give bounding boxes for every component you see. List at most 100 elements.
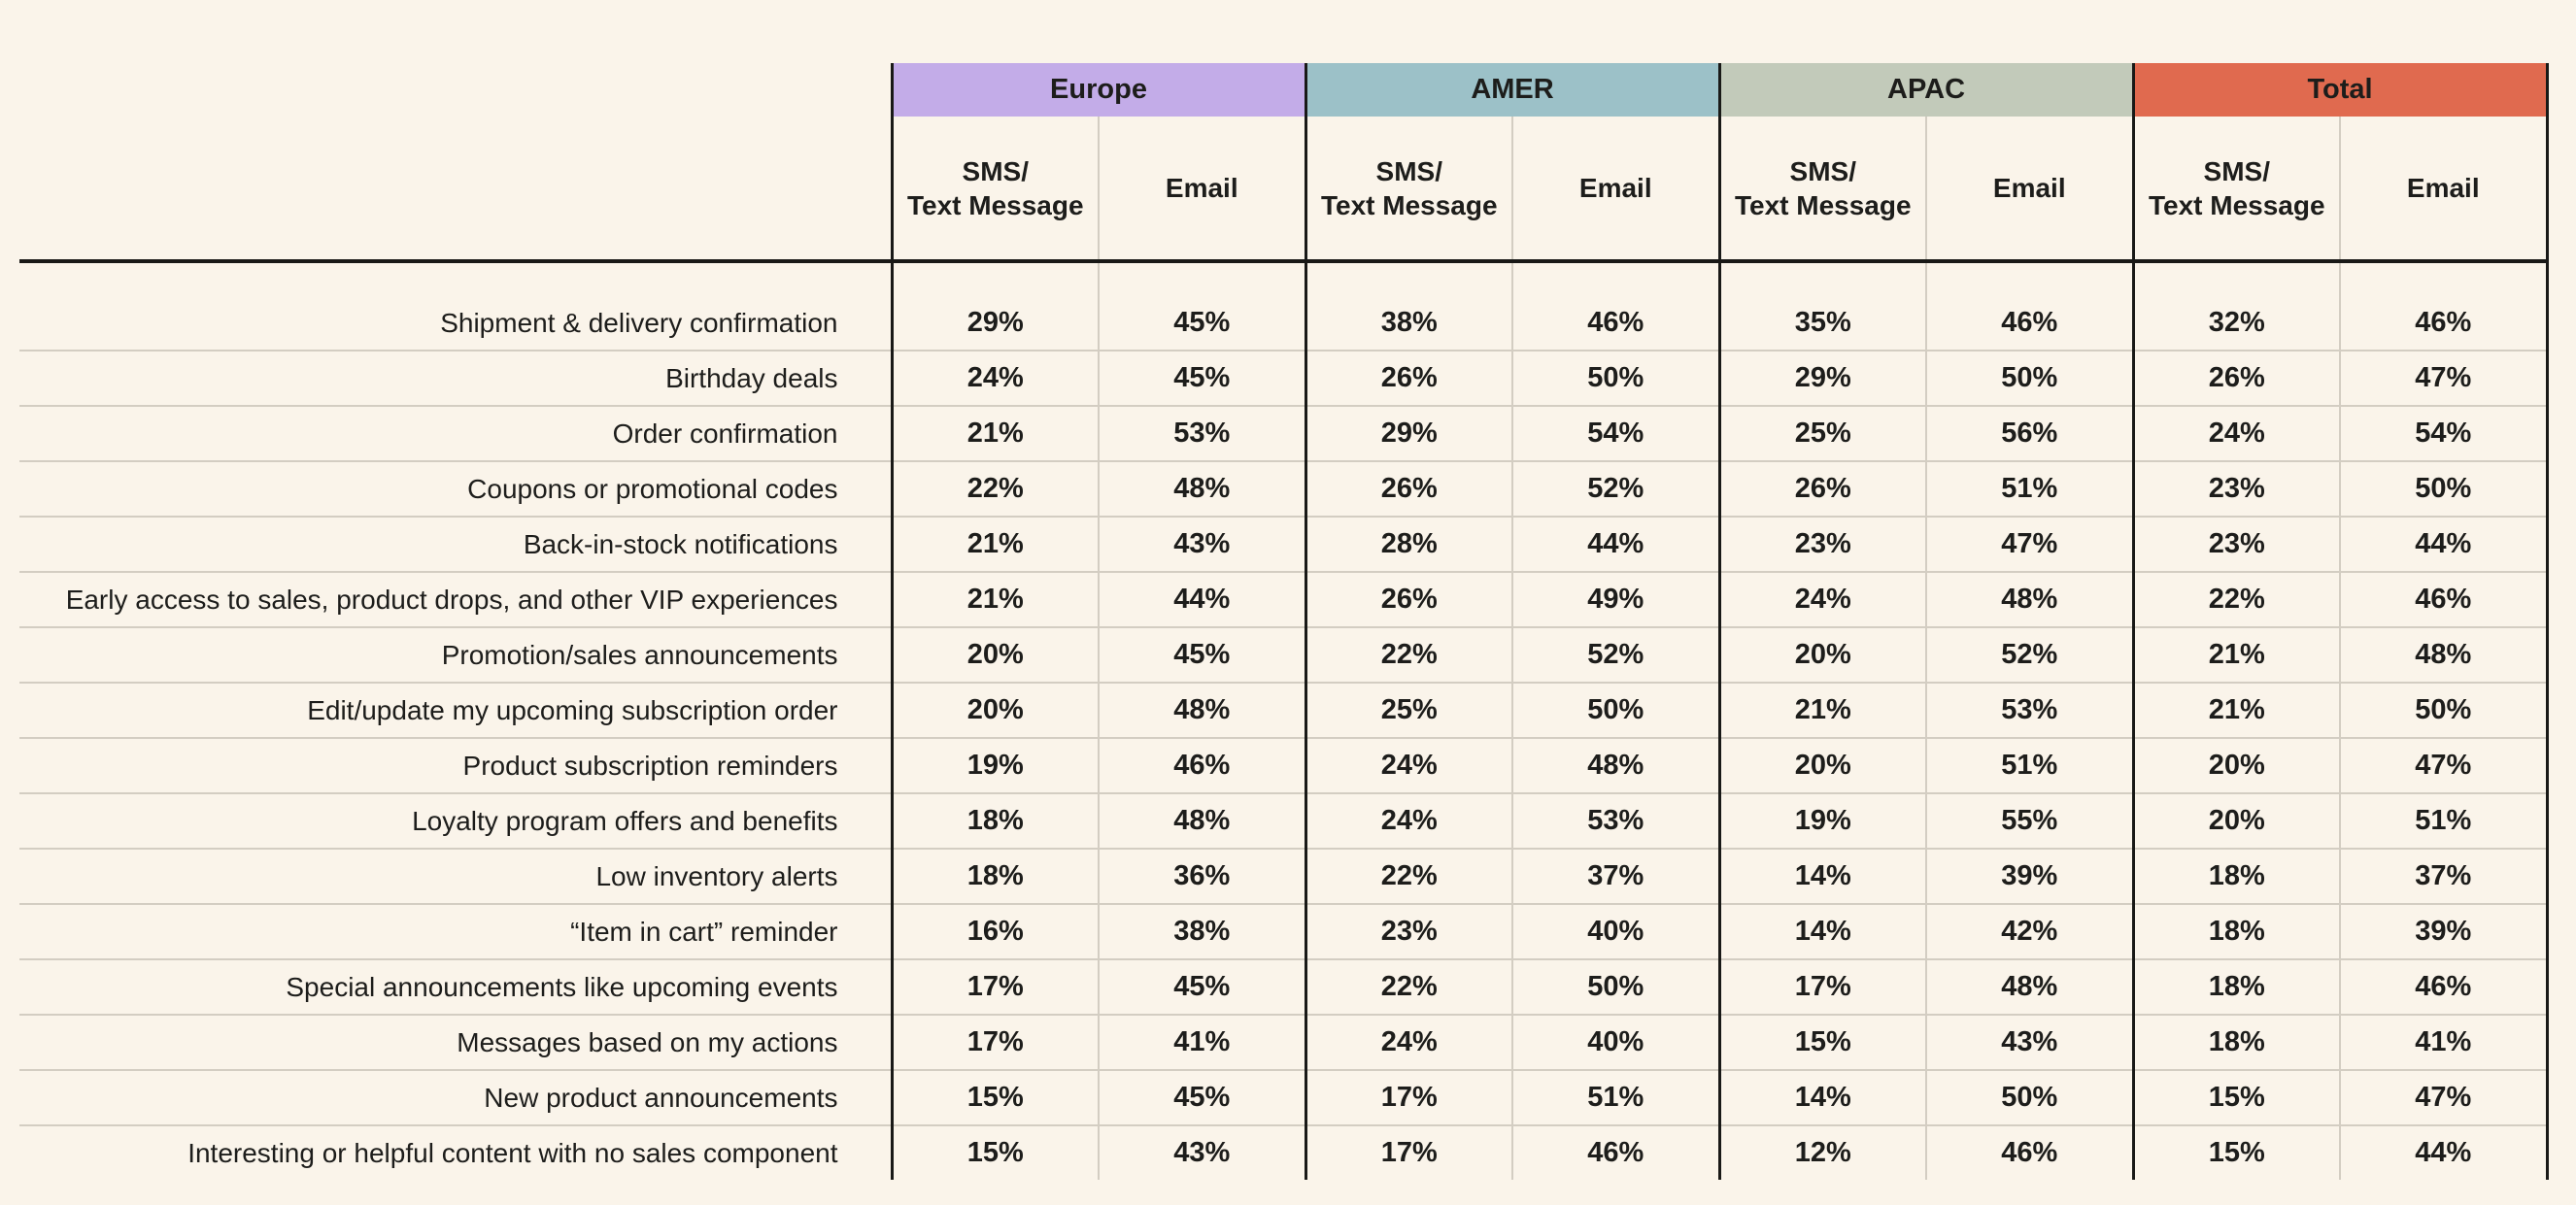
value-cell-europe-sms: 18%	[890, 792, 1099, 849]
value-cell-apac-sms: 23%	[1717, 516, 1927, 572]
value-cell-total-email: 39%	[2339, 903, 2549, 959]
divider-cell	[1717, 259, 1927, 296]
value-cell-amer-sms: 22%	[1304, 958, 1512, 1015]
row-label: “Item in cart” reminder	[19, 903, 892, 959]
divider-cell	[2131, 259, 2341, 296]
value-cell-amer-sms: 29%	[1304, 405, 1512, 461]
value-cell-amer-email: 50%	[1510, 958, 1720, 1015]
value-cell-total-email: 47%	[2339, 737, 2549, 793]
value-cell-amer-sms: 17%	[1304, 1124, 1512, 1180]
value-cell-amer-email: 50%	[1510, 682, 1720, 738]
value-cell-apac-email: 51%	[1925, 737, 2134, 793]
group-header-apac: APAC	[1717, 63, 2134, 117]
value-cell-amer-email: 49%	[1510, 571, 1720, 627]
value-cell-europe-sms: 21%	[890, 516, 1099, 572]
table-row: “Item in cart” reminder 16% 38% 23% 40% …	[19, 903, 2549, 959]
value-cell-europe-email: 46%	[1098, 737, 1305, 793]
group-header-total: Total	[2131, 63, 2549, 117]
table-row: Coupons or promotional codes 22% 48% 26%…	[19, 460, 2549, 517]
value-cell-total-sms: 32%	[2131, 296, 2341, 351]
value-cell-apac-email: 46%	[1925, 1124, 2134, 1180]
value-cell-europe-sms: 17%	[890, 1014, 1099, 1070]
value-cell-apac-sms: 14%	[1717, 903, 1927, 959]
row-label: Special announcements like upcoming even…	[19, 958, 892, 1015]
value-cell-total-sms: 15%	[2131, 1069, 2341, 1125]
value-cell-amer-sms: 26%	[1304, 460, 1512, 517]
value-cell-apac-sms: 15%	[1717, 1014, 1927, 1070]
value-cell-europe-email: 48%	[1098, 792, 1305, 849]
value-cell-total-email: 41%	[2339, 1014, 2549, 1070]
row-label: Early access to sales, product drops, an…	[19, 571, 892, 627]
row-label: Shipment & delivery confirmation	[440, 307, 838, 338]
value-cell-europe-sms: 29%	[890, 296, 1099, 351]
value-cell-apac-sms: 19%	[1717, 792, 1927, 849]
value-cell-amer-sms: 26%	[1304, 350, 1512, 406]
value-cell-europe-email: 45%	[1098, 350, 1305, 406]
subheader-email-amer: Email	[1510, 117, 1720, 261]
table-row: Back-in-stock notifications 21% 43% 28% …	[19, 516, 2549, 572]
value-cell-total-sms: 18%	[2131, 1014, 2341, 1070]
value-cell-apac-sms: 21%	[1717, 682, 1927, 738]
value-cell-total-sms: 22%	[2131, 571, 2341, 627]
value-cell-amer-email: 50%	[1510, 350, 1720, 406]
value-cell-total-sms: 23%	[2131, 460, 2341, 517]
row-label: Back-in-stock notifications	[19, 516, 892, 572]
subheader-email-total: Email	[2339, 117, 2549, 261]
value-cell-europe-sms: 19%	[890, 737, 1099, 793]
value-cell-europe-sms: 15%	[890, 1069, 1099, 1125]
row-label: New product announcements	[19, 1069, 892, 1125]
row-label: Order confirmation	[19, 405, 892, 461]
subheader-email-europe: Email	[1098, 117, 1305, 261]
value-cell-apac-sms: 26%	[1717, 460, 1927, 517]
value-cell-amer-email: 46%	[1510, 1124, 1720, 1180]
value-cell-amer-sms: 24%	[1304, 1014, 1512, 1070]
subheader-sms-amer: SMS/ Text Message	[1304, 117, 1512, 261]
value-cell-europe-email: 43%	[1098, 1124, 1305, 1180]
page: Europe AMER APAC Total SMS/ Text Message…	[0, 63, 2576, 1205]
value-cell-total-email: 48%	[2339, 626, 2549, 683]
value-cell-amer-email: 40%	[1510, 903, 1720, 959]
value-cell-europe-sms: 21%	[890, 571, 1099, 627]
value-cell-amer-sms: 25%	[1304, 682, 1512, 738]
table-row: Early access to sales, product drops, an…	[19, 571, 2549, 627]
value-cell-europe-sms: 20%	[890, 626, 1099, 683]
row-label: Interesting or helpful content with no s…	[19, 1124, 892, 1180]
value-cell-europe-sms: 18%	[890, 848, 1099, 904]
value-cell-apac-email: 50%	[1925, 350, 2134, 406]
value-cell-amer-email: 37%	[1510, 848, 1720, 904]
divider-cell	[1510, 259, 1720, 296]
value-cell-apac-email: 43%	[1925, 1014, 2134, 1070]
value-cell-amer-email: 46%	[1510, 296, 1720, 351]
divider-cell	[1925, 259, 2134, 296]
value-cell-europe-sms: 21%	[890, 405, 1099, 461]
value-cell-amer-sms: 38%	[1304, 296, 1512, 351]
value-cell-total-email: 44%	[2339, 1124, 2549, 1180]
value-cell-total-sms: 20%	[2131, 792, 2341, 849]
table-row: Messages based on my actions 17% 41% 24%…	[19, 1014, 2549, 1070]
value-cell-amer-email: 53%	[1510, 792, 1720, 849]
value-cell-europe-email: 45%	[1098, 626, 1305, 683]
value-cell-europe-email: 45%	[1098, 1069, 1305, 1125]
table-row: Low inventory alerts 18% 36% 22% 37% 14%…	[19, 848, 2549, 904]
divider-cell	[1098, 259, 1305, 296]
value-cell-amer-email: 48%	[1510, 737, 1720, 793]
value-cell-total-sms: 24%	[2131, 405, 2341, 461]
value-cell-total-sms: 23%	[2131, 516, 2341, 572]
divider-cell	[2339, 259, 2549, 296]
value-cell-apac-email: 55%	[1925, 792, 2134, 849]
value-cell-apac-sms: 14%	[1717, 848, 1927, 904]
value-cell-europe-sms: 15%	[890, 1124, 1099, 1180]
value-cell-europe-email: 36%	[1098, 848, 1305, 904]
value-cell-amer-sms: 26%	[1304, 571, 1512, 627]
value-cell-total-email: 54%	[2339, 405, 2549, 461]
corner-cell	[19, 63, 892, 117]
channel-header-row: SMS/ Text Message Email SMS/ Text Messag…	[19, 117, 2549, 261]
value-cell-apac-email: 56%	[1925, 405, 2134, 461]
corner-cell	[19, 117, 892, 261]
subheader-sms-total: SMS/ Text Message	[2131, 117, 2341, 261]
value-cell-total-email: 51%	[2339, 792, 2549, 849]
value-cell-europe-email: 48%	[1098, 682, 1305, 738]
table-row: Order confirmation 21% 53% 29% 54% 25% 5…	[19, 405, 2549, 461]
value-cell-total-sms: 18%	[2131, 903, 2341, 959]
value-cell-amer-sms: 23%	[1304, 903, 1512, 959]
